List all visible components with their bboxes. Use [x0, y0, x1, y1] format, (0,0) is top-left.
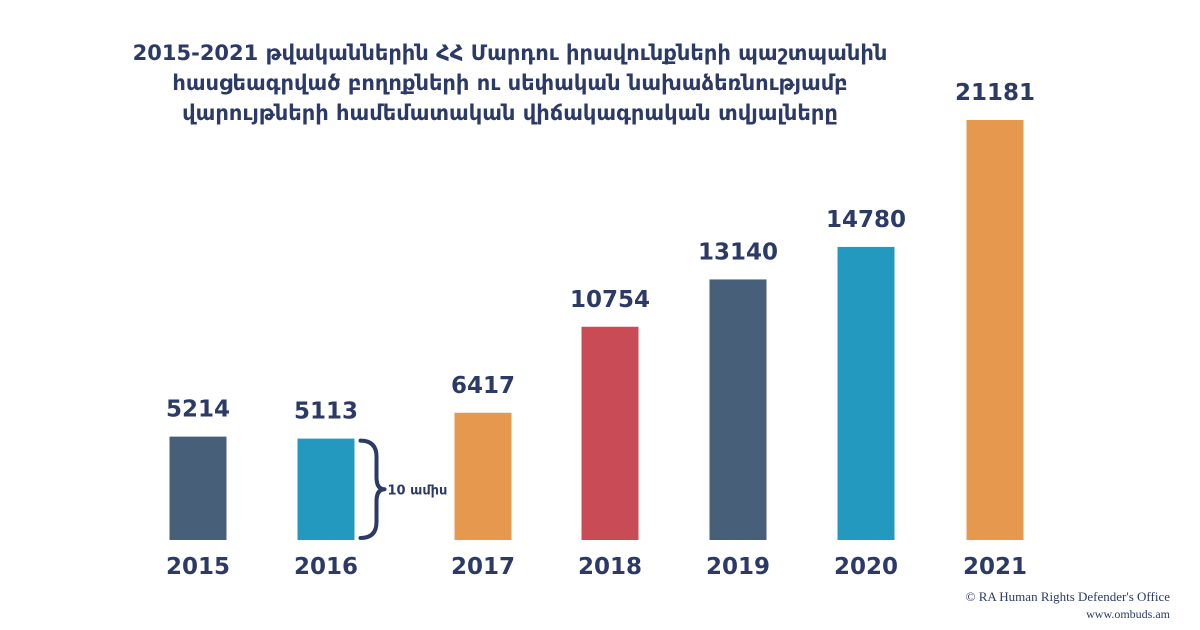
chart-title-line: վարույթների համեմատական վիճակագրական տվյ… [182, 101, 838, 125]
value-label-2021: 21181 [955, 80, 1035, 106]
value-label-2015: 5214 [166, 397, 230, 423]
chart-title-line: հասցեագրված բողոքների ու սեփական նախաձեռ… [172, 71, 847, 95]
bar-2021 [966, 120, 1024, 540]
x-tick-2016: 2016 [294, 554, 358, 580]
bar-2016 [297, 438, 355, 540]
x-tick-2017: 2017 [451, 554, 515, 580]
chart-title: 2015-2021 թվականներին ՀՀ Մարդու իրավունք… [133, 41, 888, 125]
x-tick-labels-group: 2015 2016 2017 2018 2019 2020 2021 [166, 554, 1027, 580]
value-labels-group: 5214 5113 6417 10754 13140 14780 21181 [166, 80, 1035, 425]
annotation-label: 10 ամիս [388, 483, 448, 498]
value-label-2018: 10754 [570, 287, 650, 313]
value-label-2016: 5113 [294, 399, 358, 425]
x-tick-2018: 2018 [578, 554, 642, 580]
value-label-2020: 14780 [826, 207, 906, 233]
annotation-group: 10 ամիս [358, 438, 448, 540]
x-tick-2021: 2021 [963, 554, 1027, 580]
bars-group [169, 120, 1024, 540]
bar-2015 [169, 436, 227, 540]
value-label-2019: 13140 [698, 239, 778, 265]
curly-brace-annotation [358, 438, 387, 540]
x-tick-2020: 2020 [834, 554, 898, 580]
bar-2018 [581, 326, 639, 540]
value-label-2017: 6417 [451, 373, 515, 399]
bar-2020 [837, 246, 895, 540]
chart-title-line: 2015-2021 թվականներին ՀՀ Մարդու իրավունք… [133, 41, 888, 65]
copyright-credit: © RA Human Rights Defender's Office [965, 589, 1170, 604]
bar-2019 [709, 279, 767, 540]
x-tick-2015: 2015 [166, 554, 230, 580]
bar-2017 [454, 412, 512, 540]
x-tick-2019: 2019 [706, 554, 770, 580]
website-link[interactable]: www.ombuds.am [1086, 607, 1170, 621]
